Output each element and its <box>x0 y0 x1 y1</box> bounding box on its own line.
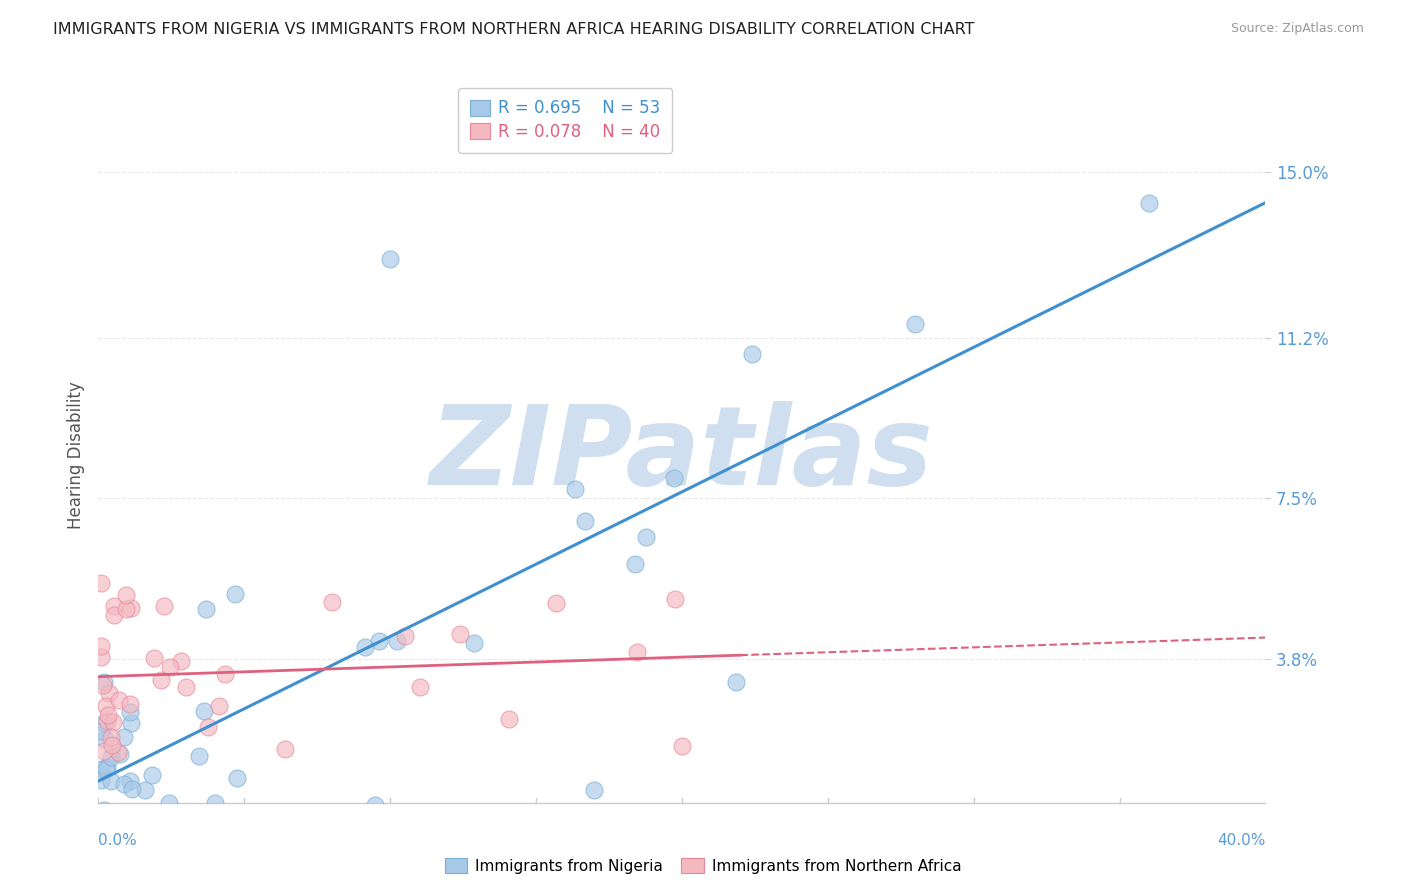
Point <box>152 599 174 613</box>
Point <box>100 805 122 820</box>
Point <box>120 715 142 730</box>
Point <box>101 738 124 752</box>
Point <box>724 675 747 690</box>
Point <box>114 588 136 602</box>
Point <box>96 699 118 714</box>
Point <box>96 714 118 728</box>
Point <box>93 803 115 817</box>
Point <box>118 697 141 711</box>
Point <box>1137 195 1160 210</box>
Point <box>101 714 124 729</box>
Point <box>93 674 115 689</box>
Point <box>193 704 215 718</box>
Point <box>97 686 120 700</box>
Point <box>209 814 232 828</box>
Point <box>321 595 343 609</box>
Point <box>364 797 387 812</box>
Point <box>664 471 686 485</box>
Point <box>103 814 125 828</box>
Point <box>103 608 125 623</box>
Text: Source: ZipAtlas.com: Source: ZipAtlas.com <box>1230 22 1364 36</box>
Point <box>141 768 163 782</box>
Point <box>149 673 172 687</box>
Point <box>204 796 226 810</box>
Point <box>274 742 297 756</box>
Point <box>208 699 231 714</box>
Text: 0.0%: 0.0% <box>98 833 138 848</box>
Point <box>90 724 112 739</box>
Point <box>380 252 402 267</box>
Point <box>90 649 112 664</box>
Point <box>104 814 127 828</box>
Point <box>394 629 416 643</box>
Point <box>170 654 193 668</box>
Point <box>93 678 115 692</box>
Point <box>197 720 219 734</box>
Point <box>149 814 172 828</box>
Point <box>367 633 389 648</box>
Point <box>564 483 586 497</box>
Point <box>120 774 142 789</box>
Point <box>131 814 153 828</box>
Point <box>114 777 136 791</box>
Point <box>498 712 520 726</box>
Point <box>100 750 122 764</box>
Point <box>90 576 112 591</box>
Point <box>174 680 197 694</box>
Point <box>107 814 129 828</box>
Point <box>97 708 120 723</box>
Point <box>624 558 647 572</box>
Point <box>93 716 115 731</box>
Text: ZIPatlas: ZIPatlas <box>430 401 934 508</box>
Text: IMMIGRANTS FROM NIGERIA VS IMMIGRANTS FROM NORTHERN AFRICA HEARING DISABILITY CO: IMMIGRANTS FROM NIGERIA VS IMMIGRANTS FR… <box>53 22 974 37</box>
Point <box>96 760 118 774</box>
Point <box>96 805 118 820</box>
Point <box>115 601 138 615</box>
Text: 40.0%: 40.0% <box>1218 833 1265 848</box>
Point <box>103 599 125 613</box>
Point <box>387 634 409 648</box>
Point <box>142 651 165 665</box>
Point <box>409 680 432 694</box>
Point <box>100 774 122 789</box>
Point <box>546 596 568 610</box>
Point <box>671 739 693 754</box>
Point <box>195 602 218 616</box>
Point <box>224 587 246 601</box>
Point <box>94 732 117 747</box>
Point <box>214 666 236 681</box>
Y-axis label: Hearing Disability: Hearing Disability <box>66 381 84 529</box>
Point <box>664 591 686 606</box>
Point <box>157 796 180 810</box>
Point <box>94 762 117 776</box>
Point <box>108 747 131 761</box>
Point <box>226 771 249 785</box>
Point <box>574 514 596 528</box>
Point <box>121 782 143 797</box>
Point <box>188 749 211 764</box>
Point <box>121 601 143 615</box>
Point <box>118 706 141 720</box>
Point <box>354 640 377 654</box>
Point <box>90 773 112 788</box>
Point <box>904 318 927 332</box>
Legend: R = 0.695    N = 53, R = 0.078    N = 40: R = 0.695 N = 53, R = 0.078 N = 40 <box>458 87 672 153</box>
Point <box>450 626 472 640</box>
Point <box>741 346 763 360</box>
Point <box>626 645 648 659</box>
Point <box>108 693 131 707</box>
Point <box>90 762 112 776</box>
Point <box>583 782 606 797</box>
Point <box>90 639 112 653</box>
Point <box>636 530 658 544</box>
Point <box>107 745 129 759</box>
Legend: Immigrants from Nigeria, Immigrants from Northern Africa: Immigrants from Nigeria, Immigrants from… <box>439 852 967 880</box>
Point <box>112 730 135 744</box>
Point <box>159 660 181 674</box>
Point <box>463 635 485 649</box>
Point <box>93 744 115 758</box>
Point <box>100 730 122 744</box>
Point <box>134 783 156 797</box>
